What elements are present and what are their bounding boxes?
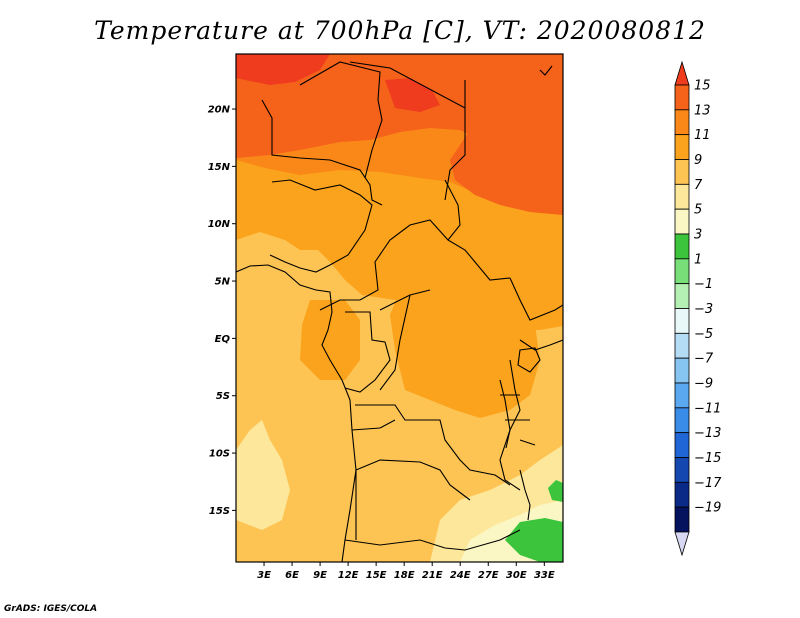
lat-label: 20N (208, 105, 231, 116)
colorbar-bottom-arrow (674, 531, 690, 557)
field-band-1-southeast (505, 518, 563, 562)
colorbar-swatch (674, 357, 690, 384)
colorbar-label: 5 (694, 203, 702, 218)
field-band-9-center (390, 282, 540, 418)
lon-label: 3E (257, 570, 271, 581)
colorbar-top-arrow (674, 60, 690, 86)
field-band-1-east (548, 480, 563, 502)
lon-label: 6E (285, 570, 299, 581)
borders-chad-sudan (319, 179, 511, 311)
colorbar-swatch (674, 258, 690, 285)
colorbar-label: 15 (694, 79, 711, 94)
colorbar-swatch (674, 506, 690, 533)
field-band-15 (236, 54, 330, 85)
colorbar-swatch (674, 134, 690, 160)
colorbar-label: −1 (694, 277, 713, 292)
colorbar-label: 1 (694, 252, 702, 267)
lat-label: 15S (209, 506, 230, 517)
lake-victoria (517, 347, 541, 373)
colorbar-label: 11 (694, 128, 711, 143)
lon-label: 18E (394, 570, 415, 581)
lat-label: 10N (208, 219, 231, 230)
field-band-15-sahara (385, 78, 440, 112)
map-frame (235, 53, 564, 563)
colorbar-swatch (674, 308, 690, 334)
lon-label: 12E (338, 570, 359, 581)
borders-southwest (351, 419, 396, 540)
latitude-axis: 20N 15N 10N 5N EQ 5S 10S 15S (208, 105, 236, 517)
coastline (236, 264, 357, 562)
colorbar-swatch (674, 332, 690, 359)
borders-nigeria (269, 179, 373, 273)
colorbar-swatch (674, 183, 690, 210)
lon-label: 30E (506, 570, 527, 581)
colorbar-label: −3 (694, 302, 713, 317)
lat-label: 5S (216, 391, 230, 402)
lon-label: 21E (422, 570, 443, 581)
colorbar-swatch (674, 84, 690, 111)
colorbar-label: −19 (694, 501, 721, 516)
colorbar-swatch (674, 283, 690, 309)
colorbar-label: −9 (694, 377, 713, 392)
temperature-field (236, 54, 563, 562)
borders-northwest (261, 99, 383, 206)
colorbar-swatch (674, 233, 690, 260)
chart-title: Temperature at 700hPa [C], VT: 202008081… (94, 16, 706, 45)
colorbar-label: 7 (694, 178, 703, 193)
lat-label: 5N (215, 277, 231, 288)
field-band-13-northeast (450, 130, 563, 215)
longitude-axis: 3E 6E 9E 12E 15E 18E 21E 24E 27E 30E 33E (257, 562, 555, 581)
colorbar-label: 13 (694, 103, 711, 118)
colorbar-swatch (674, 432, 690, 458)
lat-label: EQ (215, 334, 231, 345)
colorbar-swatch (674, 109, 690, 136)
colorbar-swatch (674, 481, 690, 508)
colorbar-label: −13 (694, 426, 721, 441)
rift-lakes (500, 394, 536, 446)
colorbar-swatch (674, 208, 690, 235)
field-band-5-west (236, 420, 290, 530)
lon-label: 15E (366, 570, 387, 581)
lat-label: 15N (208, 162, 231, 173)
colorbar-label: −11 (694, 401, 721, 416)
lake-tanganyika (499, 379, 511, 449)
colorbar-label: −5 (694, 327, 713, 342)
lake-malawi (519, 469, 531, 521)
lake-tana (539, 65, 553, 76)
field-band-9-west (300, 300, 360, 380)
colorbar-label: −17 (694, 476, 722, 491)
colorbar-label: 3 (694, 228, 702, 243)
colorbar-swatch (674, 382, 690, 409)
lon-label: 24E (450, 570, 471, 581)
colorbar: 15 13 11 9 7 5 3 1 −1 −3 −5 −7 −9 −11 −13 −15 −17 −19 (674, 60, 722, 557)
lon-label: 27E (478, 570, 499, 581)
colorbar-swatch (674, 159, 690, 185)
colorbar-swatch (674, 407, 690, 434)
colorbar-label: 9 (694, 153, 702, 168)
lat-label: 10S (209, 449, 230, 460)
borders-central (344, 289, 431, 393)
colorbar-swatch (674, 457, 690, 483)
lon-label: 33E (534, 570, 555, 581)
grads-credit: GrADS: IGES/COLA (4, 604, 98, 614)
borders-south (344, 404, 521, 551)
colorbar-label: −7 (694, 352, 714, 367)
colorbar-label: −15 (694, 451, 721, 466)
country-borders (236, 61, 563, 562)
lon-label: 9E (313, 570, 327, 581)
